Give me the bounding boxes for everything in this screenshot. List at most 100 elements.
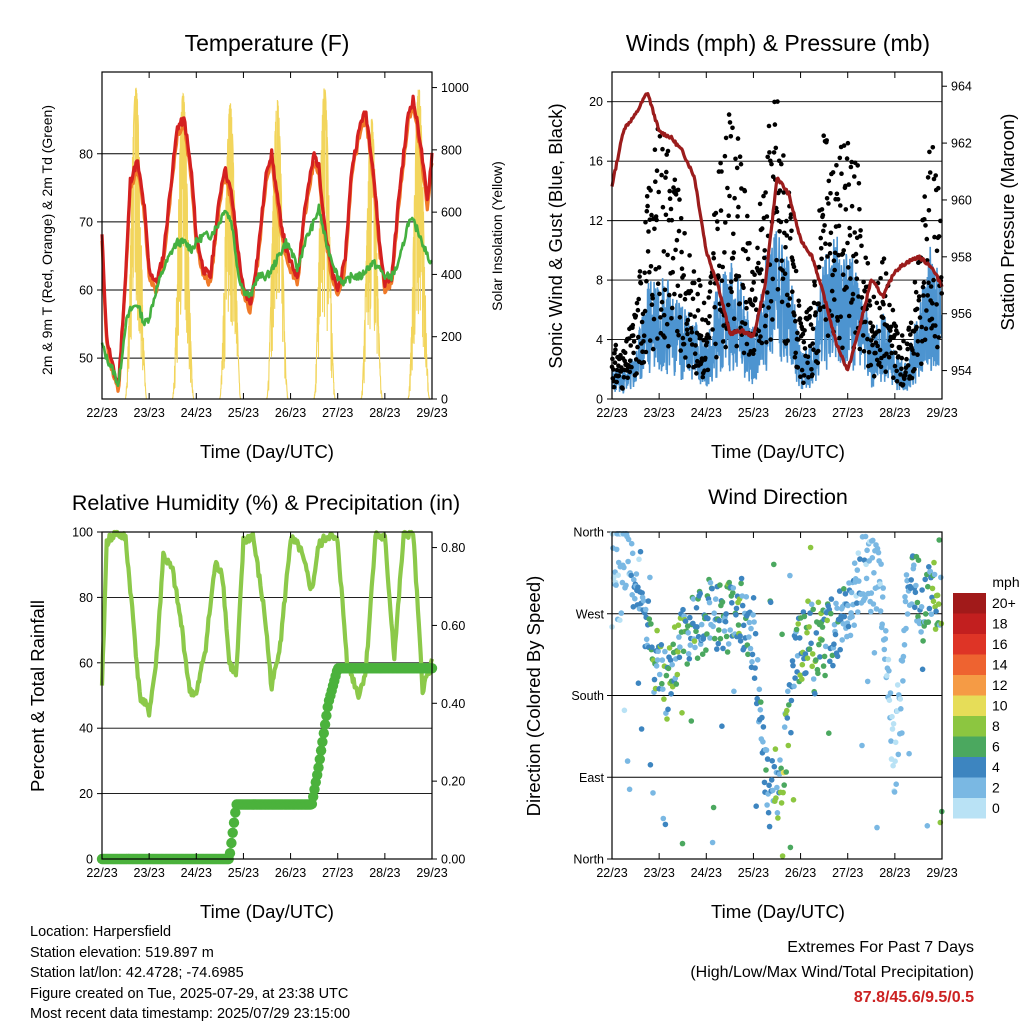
winds-gust-point [836,223,842,229]
dir-point [760,739,766,745]
dir-point [854,567,861,573]
dir-point [784,707,790,714]
dir-point [915,557,922,563]
dir-point [826,730,832,736]
winds-gust-point [894,379,900,384]
winds-gust-point [729,289,734,295]
winds-gust-point [616,373,622,379]
winds-gust-point [690,296,696,302]
temp-9m-line [100,101,434,393]
winds-gust-point [881,301,886,307]
dir-point [828,610,834,617]
latlon-text: Station lat/lon: 42.4728; -74.6985 [30,965,244,981]
winds-gust-point [823,241,828,246]
temp-y2-tick-label: 0 [441,393,448,407]
dir-point [725,641,732,647]
winds-gust-point [634,371,639,376]
dir-point [827,658,833,665]
dir-point [832,631,839,638]
winds-x-tick-label: 25/23 [738,406,769,420]
dir-point [886,668,892,674]
dir-point [890,721,897,727]
dir-point [709,839,716,846]
dir-point [618,610,625,616]
winds-gust-point [805,360,810,366]
dir-point [874,824,880,831]
winds-gust-point [904,356,909,362]
winds-gust-point [908,320,914,326]
dir-title: Wind Direction [708,485,848,509]
dir-point [717,582,723,588]
winds-gust-point [685,317,691,323]
winds-gust-point [706,295,711,300]
winds-y-tick-label: 0 [596,393,603,407]
winds-gust-point [649,212,654,218]
winds-gust-point [913,289,919,295]
winds-gust-point [630,333,636,338]
winds-gust-point [835,197,841,202]
dir-point [877,608,884,614]
dir-point [716,617,723,624]
winds-gust-point [792,354,798,360]
dir-point [928,611,935,617]
winds-gust-point [893,323,899,329]
winds-gust-point [857,207,862,212]
dir-point [926,564,932,570]
legend-swatch [953,654,986,675]
winds-ylabel: Sonic Wind & Gust (Blue, Black) [545,103,566,368]
dir-point [829,652,836,659]
winds-gust-point [678,348,683,353]
winds-gust-point [870,324,876,329]
dir-point [769,758,775,764]
dir-point [673,681,680,687]
winds-y2-tick-label: 956 [951,307,972,321]
winds-gust-point [858,228,863,233]
winds-gust-point [743,299,749,305]
dir-point [717,635,724,642]
winds-gust-point [823,317,829,322]
winds-gust-point [915,352,920,358]
dir-point [756,686,763,693]
winds-gust-point [820,212,826,218]
winds-y2-tick-label: 958 [951,250,972,264]
winds-gust-point [770,317,775,322]
winds-gust-point [656,265,662,270]
winds-gust-point [738,161,744,167]
dir-y-tick-label: North [573,526,604,540]
dir-point [615,572,621,578]
winds-gust-point [834,163,839,168]
rh-title: Relative Humidity (%) & Precipitation (i… [72,491,460,515]
winds-gust-point [698,333,704,339]
winds-gust-point [815,360,821,366]
dir-x-tick-label: 23/23 [644,866,675,880]
dir-point [834,653,841,660]
dir-point [707,579,714,586]
winds-gust-point [761,193,766,199]
dir-point [631,576,637,583]
dir-point [878,561,884,567]
winds-gust-point [704,340,710,345]
winds-gust-point [688,312,693,318]
winds-gust-point [658,315,663,320]
legend-label: 16 [992,636,1008,652]
winds-gust-point [714,354,719,360]
dir-point [781,782,787,788]
dir-point [738,580,744,587]
dir-point [792,635,799,641]
dir-point [879,594,886,600]
dir-point [750,612,756,618]
dir-point [723,611,729,617]
location-text: Location: Harpersfield [30,924,172,940]
winds-gust-point [897,345,903,351]
winds-gust-point [871,373,877,379]
temp-y-tick-label: 50 [79,352,93,366]
winds-gust-point [888,328,893,333]
winds-gust-point [934,302,939,307]
winds-gust-point [657,134,663,139]
winds-gust-point [719,169,724,174]
winds-gust-point [718,160,723,166]
winds-y-tick-label: 4 [596,333,603,347]
dir-point [666,645,673,651]
winds-gust-point [751,351,756,357]
dir-point [760,724,767,730]
